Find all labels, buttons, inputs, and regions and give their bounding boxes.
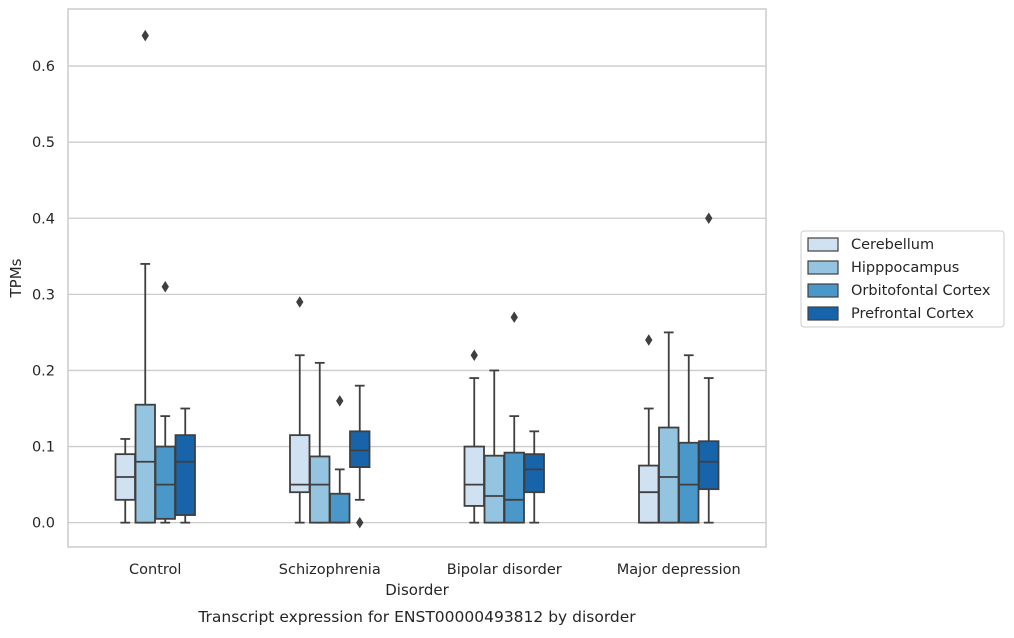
box: [134, 403, 156, 524]
box: [309, 455, 331, 524]
legend-swatch: [807, 306, 839, 321]
box: [349, 430, 371, 468]
x-tick-label: Control: [129, 562, 181, 578]
box-group: [503, 311, 525, 524]
box: [638, 464, 660, 524]
outlier-marker: [336, 395, 344, 407]
box-group: [134, 29, 156, 524]
box-group: [638, 334, 660, 524]
y-tick-label: 0.2: [32, 363, 55, 379]
y-tick-label: 0.4: [32, 211, 55, 227]
box-series: [114, 29, 720, 529]
series-hipppocampus: [134, 29, 680, 524]
box: [658, 426, 680, 524]
box-group: [483, 369, 505, 524]
box-group: [174, 407, 196, 524]
box: [523, 453, 545, 494]
legend-swatch: [807, 283, 839, 298]
series-cerebellum: [114, 296, 660, 524]
box: [503, 451, 525, 524]
y-axis-label: TPMs: [7, 258, 25, 298]
outlier-marker: [470, 349, 478, 361]
plot-area-frame: [67, 8, 767, 548]
x-tick-label: Bipolar disorder: [447, 562, 562, 578]
box-group: [349, 384, 371, 529]
legend-frame: [800, 230, 1005, 328]
legend-label: Prefrontal Cortex: [851, 306, 974, 322]
y-tick-label: 0.1: [32, 440, 55, 456]
x-axis-ticks: Control Schizophrenia Bipolar disorder Majo…: [129, 562, 741, 578]
box-group: [114, 438, 136, 524]
y-tick-label: 0.6: [32, 59, 55, 75]
outlier-marker: [510, 311, 518, 323]
box-group: [658, 331, 680, 524]
legend-swatch: [807, 260, 839, 275]
legend-item: Cerebellum: [807, 237, 934, 253]
box: [329, 492, 351, 524]
outlier-marker: [705, 212, 713, 225]
box: [698, 440, 720, 491]
series-prefrontal-cortex: [174, 212, 720, 529]
outlier-marker: [356, 516, 364, 529]
y-tick-label: 0.5: [32, 135, 55, 151]
box: [463, 445, 485, 507]
chart-caption: Transcript expression for ENST0000049381…: [197, 608, 636, 626]
outlier-marker: [296, 296, 304, 308]
box-group: [678, 354, 700, 524]
box: [154, 445, 176, 520]
y-tick-label: 0.0: [32, 516, 55, 532]
legend-items: Cerebellum Hipppocampus Orbitofontal Corte…: [807, 237, 991, 322]
legend-label: Cerebellum: [851, 237, 934, 253]
outlier-marker: [161, 281, 169, 293]
outlier-marker: [645, 334, 653, 346]
x-tick-label: Schizophrenia: [279, 562, 381, 578]
legend-label: Orbitofontal Cortex: [851, 283, 991, 299]
box: [174, 434, 196, 516]
legend-item: Hipppocampus: [807, 260, 959, 276]
y-axis-ticks: 0.0 0.1 0.2 0.3 0.4 0.5 0.6: [32, 59, 55, 532]
box: [289, 434, 311, 494]
outlier-marker: [141, 29, 149, 42]
x-tick-label: Major depression: [617, 562, 741, 578]
legend-item: Prefrontal Cortex: [807, 306, 974, 322]
box-group: [698, 212, 720, 524]
box-group: [154, 281, 176, 524]
legend-swatch: [807, 237, 839, 252]
legend-label: Hipppocampus: [851, 260, 959, 276]
y-tick-label: 0.3: [32, 287, 55, 303]
box-group: [329, 395, 351, 524]
legend: Cerebellum Hipppocampus Orbitofontal Corte…: [800, 230, 1005, 328]
legend-item: Orbitofontal Cortex: [807, 283, 991, 299]
box-group: [463, 349, 485, 524]
series-orbitofontal-cortex: [154, 281, 700, 524]
box-group: [523, 430, 545, 524]
box-group: [309, 361, 331, 524]
box: [678, 441, 700, 524]
box: [483, 454, 505, 524]
x-axis-label: Disorder: [385, 581, 449, 599]
box-group: [289, 296, 311, 524]
